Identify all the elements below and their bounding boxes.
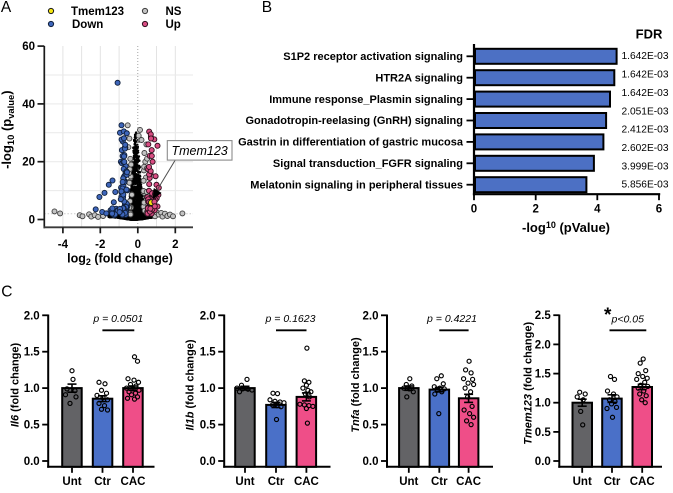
- svg-text:S1P2 receptor activation signa: S1P2 receptor activation signaling: [283, 51, 463, 63]
- svg-text:1.0: 1.0: [200, 383, 216, 395]
- svg-text:0.0: 0.0: [363, 456, 379, 468]
- svg-text:Signal transduction_FGFR signa: Signal transduction_FGFR signaling: [273, 158, 463, 170]
- svg-text:Tmem123: Tmem123: [171, 144, 227, 158]
- svg-text:CAC: CAC: [456, 476, 481, 488]
- svg-text:2.0: 2.0: [24, 310, 40, 322]
- svg-text:Il1b (fold change): Il1b (fold change): [185, 339, 197, 430]
- svg-text:FDR: FDR: [636, 27, 663, 42]
- svg-text:p = 0.0501: p = 0.0501: [92, 313, 143, 325]
- svg-text:1.642E-03: 1.642E-03: [621, 88, 668, 99]
- svg-text:5.856E-03: 5.856E-03: [621, 180, 668, 191]
- svg-text:Ctr: Ctr: [268, 476, 285, 488]
- svg-text:Up: Up: [166, 19, 181, 31]
- svg-text:0.0: 0.0: [200, 456, 216, 468]
- svg-text:CAC: CAC: [121, 476, 146, 488]
- svg-text:log2 (fold change): log2 (fold change): [67, 252, 173, 268]
- svg-text:p = 0.1623: p = 0.1623: [265, 313, 316, 325]
- svg-text:-log10 (pValue): -log10 (pValue): [522, 220, 610, 235]
- svg-text:A: A: [1, 0, 12, 16]
- svg-text:*: *: [604, 305, 612, 326]
- svg-text:CAC: CAC: [294, 476, 319, 488]
- svg-text:HTR2A signaling: HTR2A signaling: [375, 72, 463, 84]
- svg-text:Unt: Unt: [235, 476, 254, 488]
- svg-text:3.999E-03: 3.999E-03: [621, 161, 668, 172]
- svg-text:2.5: 2.5: [535, 310, 552, 322]
- svg-text:2.051E-03: 2.051E-03: [621, 106, 668, 117]
- svg-text:1.642E-03: 1.642E-03: [621, 70, 668, 81]
- svg-text:CAC: CAC: [630, 476, 655, 488]
- svg-text:0.5: 0.5: [200, 420, 217, 432]
- svg-text:1.0: 1.0: [535, 398, 551, 410]
- svg-text:0.0: 0.0: [24, 456, 40, 468]
- svg-text:0.5: 0.5: [535, 427, 552, 439]
- svg-text:20: 20: [22, 157, 35, 169]
- svg-text:0.0: 0.0: [535, 456, 551, 468]
- svg-text:1.0: 1.0: [363, 383, 379, 395]
- svg-text:2.0: 2.0: [363, 310, 379, 322]
- svg-text:Down: Down: [72, 19, 103, 31]
- svg-text:1.0: 1.0: [24, 383, 40, 395]
- svg-text:60: 60: [22, 41, 35, 53]
- svg-text:2.0: 2.0: [535, 339, 551, 351]
- svg-text:Ctr: Ctr: [604, 476, 621, 488]
- svg-text:Ctr: Ctr: [431, 476, 448, 488]
- svg-text:0: 0: [471, 204, 477, 216]
- svg-text:C: C: [1, 283, 12, 300]
- svg-text:1.5: 1.5: [535, 369, 552, 381]
- svg-text:-4: -4: [58, 239, 69, 251]
- svg-text:Melatonin signaling in periphe: Melatonin signaling in peripheral tissue…: [250, 179, 463, 191]
- svg-text:Gastrin in differentiation of: Gastrin in differentiation of gastric mu…: [238, 137, 464, 149]
- svg-text:p<0.05: p<0.05: [611, 314, 645, 326]
- svg-text:Ctr: Ctr: [94, 476, 111, 488]
- svg-text:6: 6: [656, 204, 662, 216]
- svg-text:Tnfa (fold change): Tnfa (fold change): [350, 337, 362, 433]
- svg-text:Unt: Unt: [399, 476, 418, 488]
- svg-text:Unt: Unt: [62, 476, 81, 488]
- svg-text:Tmem123 (fold change): Tmem123 (fold change): [523, 322, 535, 445]
- svg-text:2: 2: [172, 239, 178, 251]
- svg-text:NS: NS: [166, 6, 182, 18]
- svg-text:1.5: 1.5: [200, 347, 217, 359]
- svg-text:2.0: 2.0: [200, 310, 216, 322]
- svg-text:1.642E-03: 1.642E-03: [621, 51, 668, 62]
- svg-text:Unt: Unt: [573, 476, 592, 488]
- svg-text:-2: -2: [95, 239, 105, 251]
- svg-text:4: 4: [594, 204, 601, 216]
- svg-text:1.5: 1.5: [363, 347, 380, 359]
- svg-text:Immune response_Plasmin signal: Immune response_Plasmin signaling: [269, 94, 463, 106]
- svg-text:Il6 (fold change): Il6 (fold change): [9, 342, 21, 427]
- svg-text:Tmem123: Tmem123: [71, 6, 124, 18]
- svg-text:2.412E-03: 2.412E-03: [621, 125, 668, 136]
- svg-text:B: B: [262, 0, 272, 16]
- svg-text:0.5: 0.5: [24, 420, 41, 432]
- svg-text:0: 0: [135, 239, 141, 251]
- svg-text:0: 0: [29, 215, 35, 227]
- svg-text:p = 0.4221: p = 0.4221: [426, 313, 477, 325]
- svg-text:-log10 (pvalue): -log10 (pvalue): [0, 90, 16, 168]
- svg-text:0.5: 0.5: [363, 420, 380, 432]
- svg-text:Gonadotropin-reelasing (GnRH): Gonadotropin-reelasing (GnRH) signaling: [245, 115, 463, 127]
- svg-text:2.602E-03: 2.602E-03: [621, 143, 668, 154]
- svg-text:2: 2: [532, 204, 538, 216]
- svg-text:1.5: 1.5: [24, 347, 41, 359]
- svg-text:40: 40: [22, 99, 35, 111]
